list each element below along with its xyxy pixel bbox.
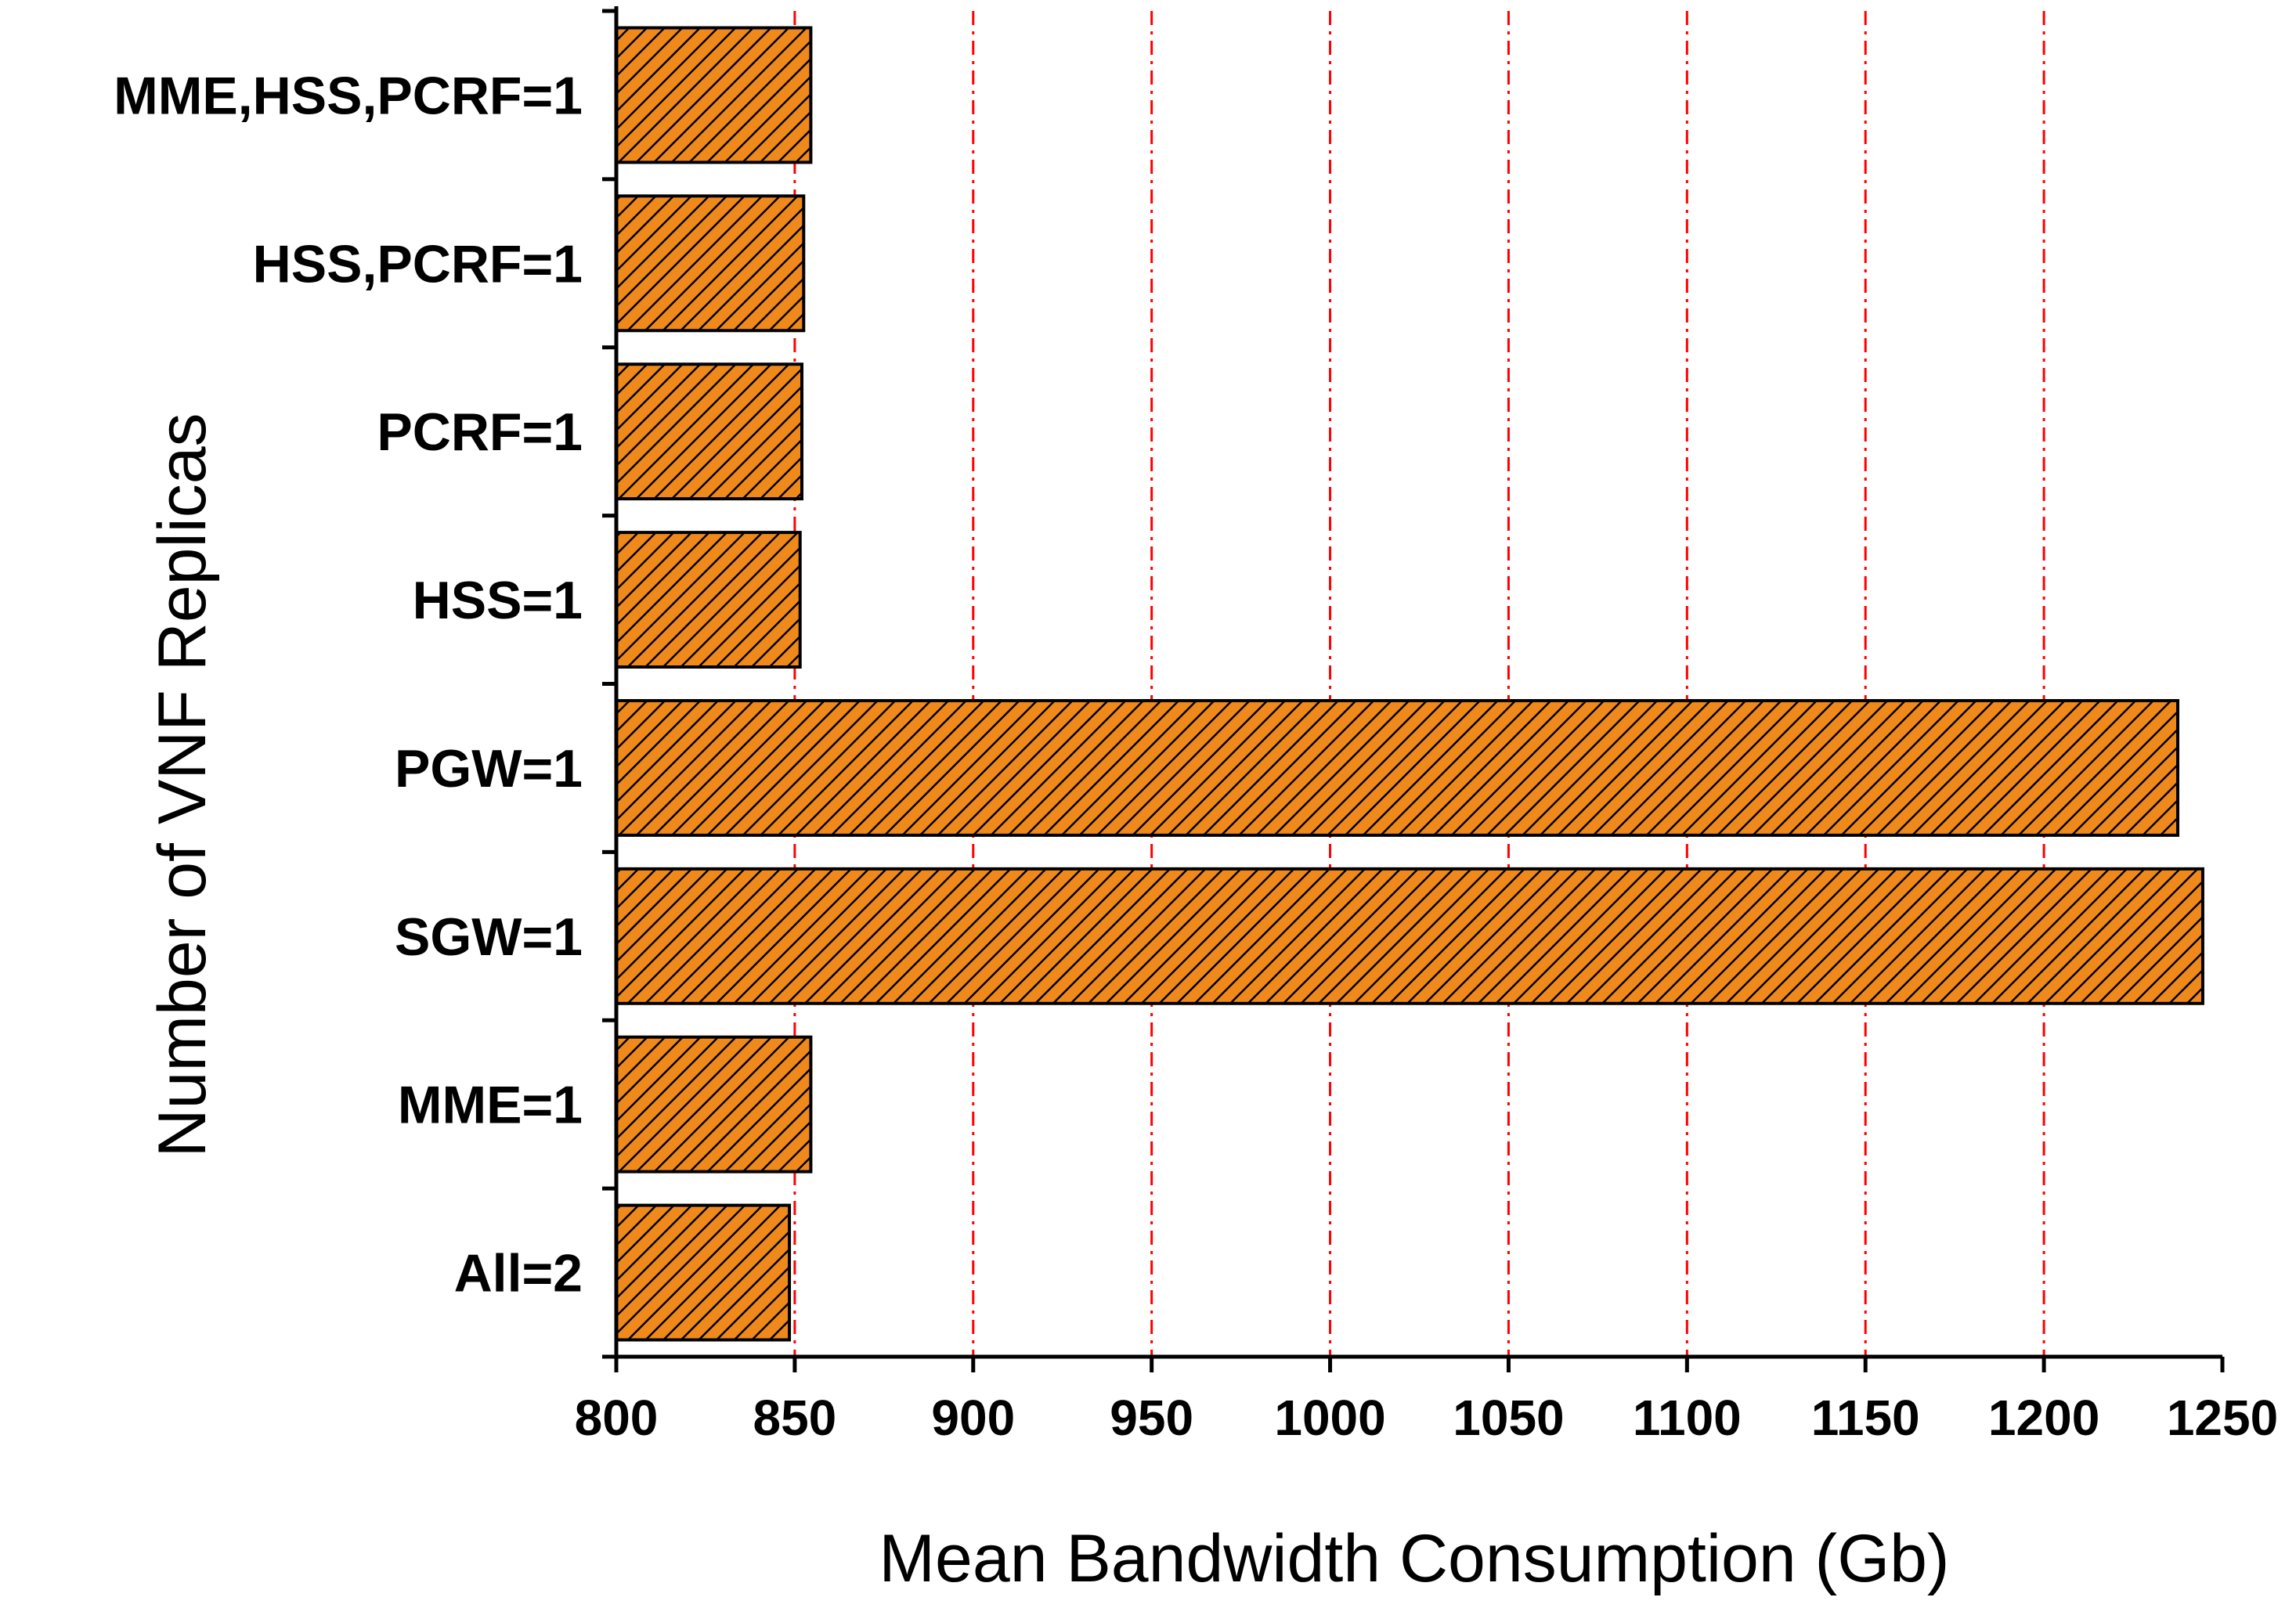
category-label: HSS=1: [413, 571, 583, 630]
x-tick-label: 800: [575, 1390, 659, 1446]
bar-hss-pcrf-1: [615, 194, 806, 333]
x-tick-label: 1250: [2167, 1390, 2278, 1446]
category-label: SGW=1: [395, 907, 583, 967]
bar-hss-1: [615, 531, 802, 669]
category-label: MME,HSS,PCRF=1: [114, 66, 583, 125]
x-tick-label: 1150: [1811, 1390, 1920, 1446]
category-label: All=2: [454, 1244, 583, 1303]
x-tick-label: 1200: [1988, 1390, 2099, 1446]
category-label: PCRF=1: [377, 402, 583, 462]
x-tick-label: 850: [753, 1390, 836, 1446]
x-axis-title: Mean Bandwidth Consumption (Gb): [879, 1521, 1949, 1596]
axes: [602, 6, 2225, 1372]
x-tick-label: 950: [1110, 1390, 1193, 1446]
bar-mme-hss-pcrf-1: [615, 26, 813, 164]
x-tick-label: 1000: [1274, 1390, 1385, 1446]
tick-labels: 800 850 900 950 1000 1050 1100 1150 1200 1250 MME,…: [114, 66, 2278, 1446]
grid-lines: [793, 11, 2045, 1357]
bar-pgw-1: [615, 698, 2180, 837]
bar-sgw-1: [615, 867, 2204, 1005]
bar-mme-1: [615, 1035, 813, 1174]
x-tick-label: 1100: [1633, 1390, 1742, 1446]
category-label: PGW=1: [395, 739, 583, 799]
y-axis-title: Number of VNF Replicas: [145, 413, 220, 1157]
category-label: HSS,PCRF=1: [253, 234, 583, 294]
category-label: MME=1: [398, 1076, 583, 1135]
bars: [615, 26, 2204, 1342]
bar-all-2: [615, 1203, 792, 1342]
x-tick-label: 1050: [1453, 1390, 1564, 1446]
x-tick-label: 900: [931, 1390, 1015, 1446]
bar-pcrf-1: [615, 362, 804, 501]
